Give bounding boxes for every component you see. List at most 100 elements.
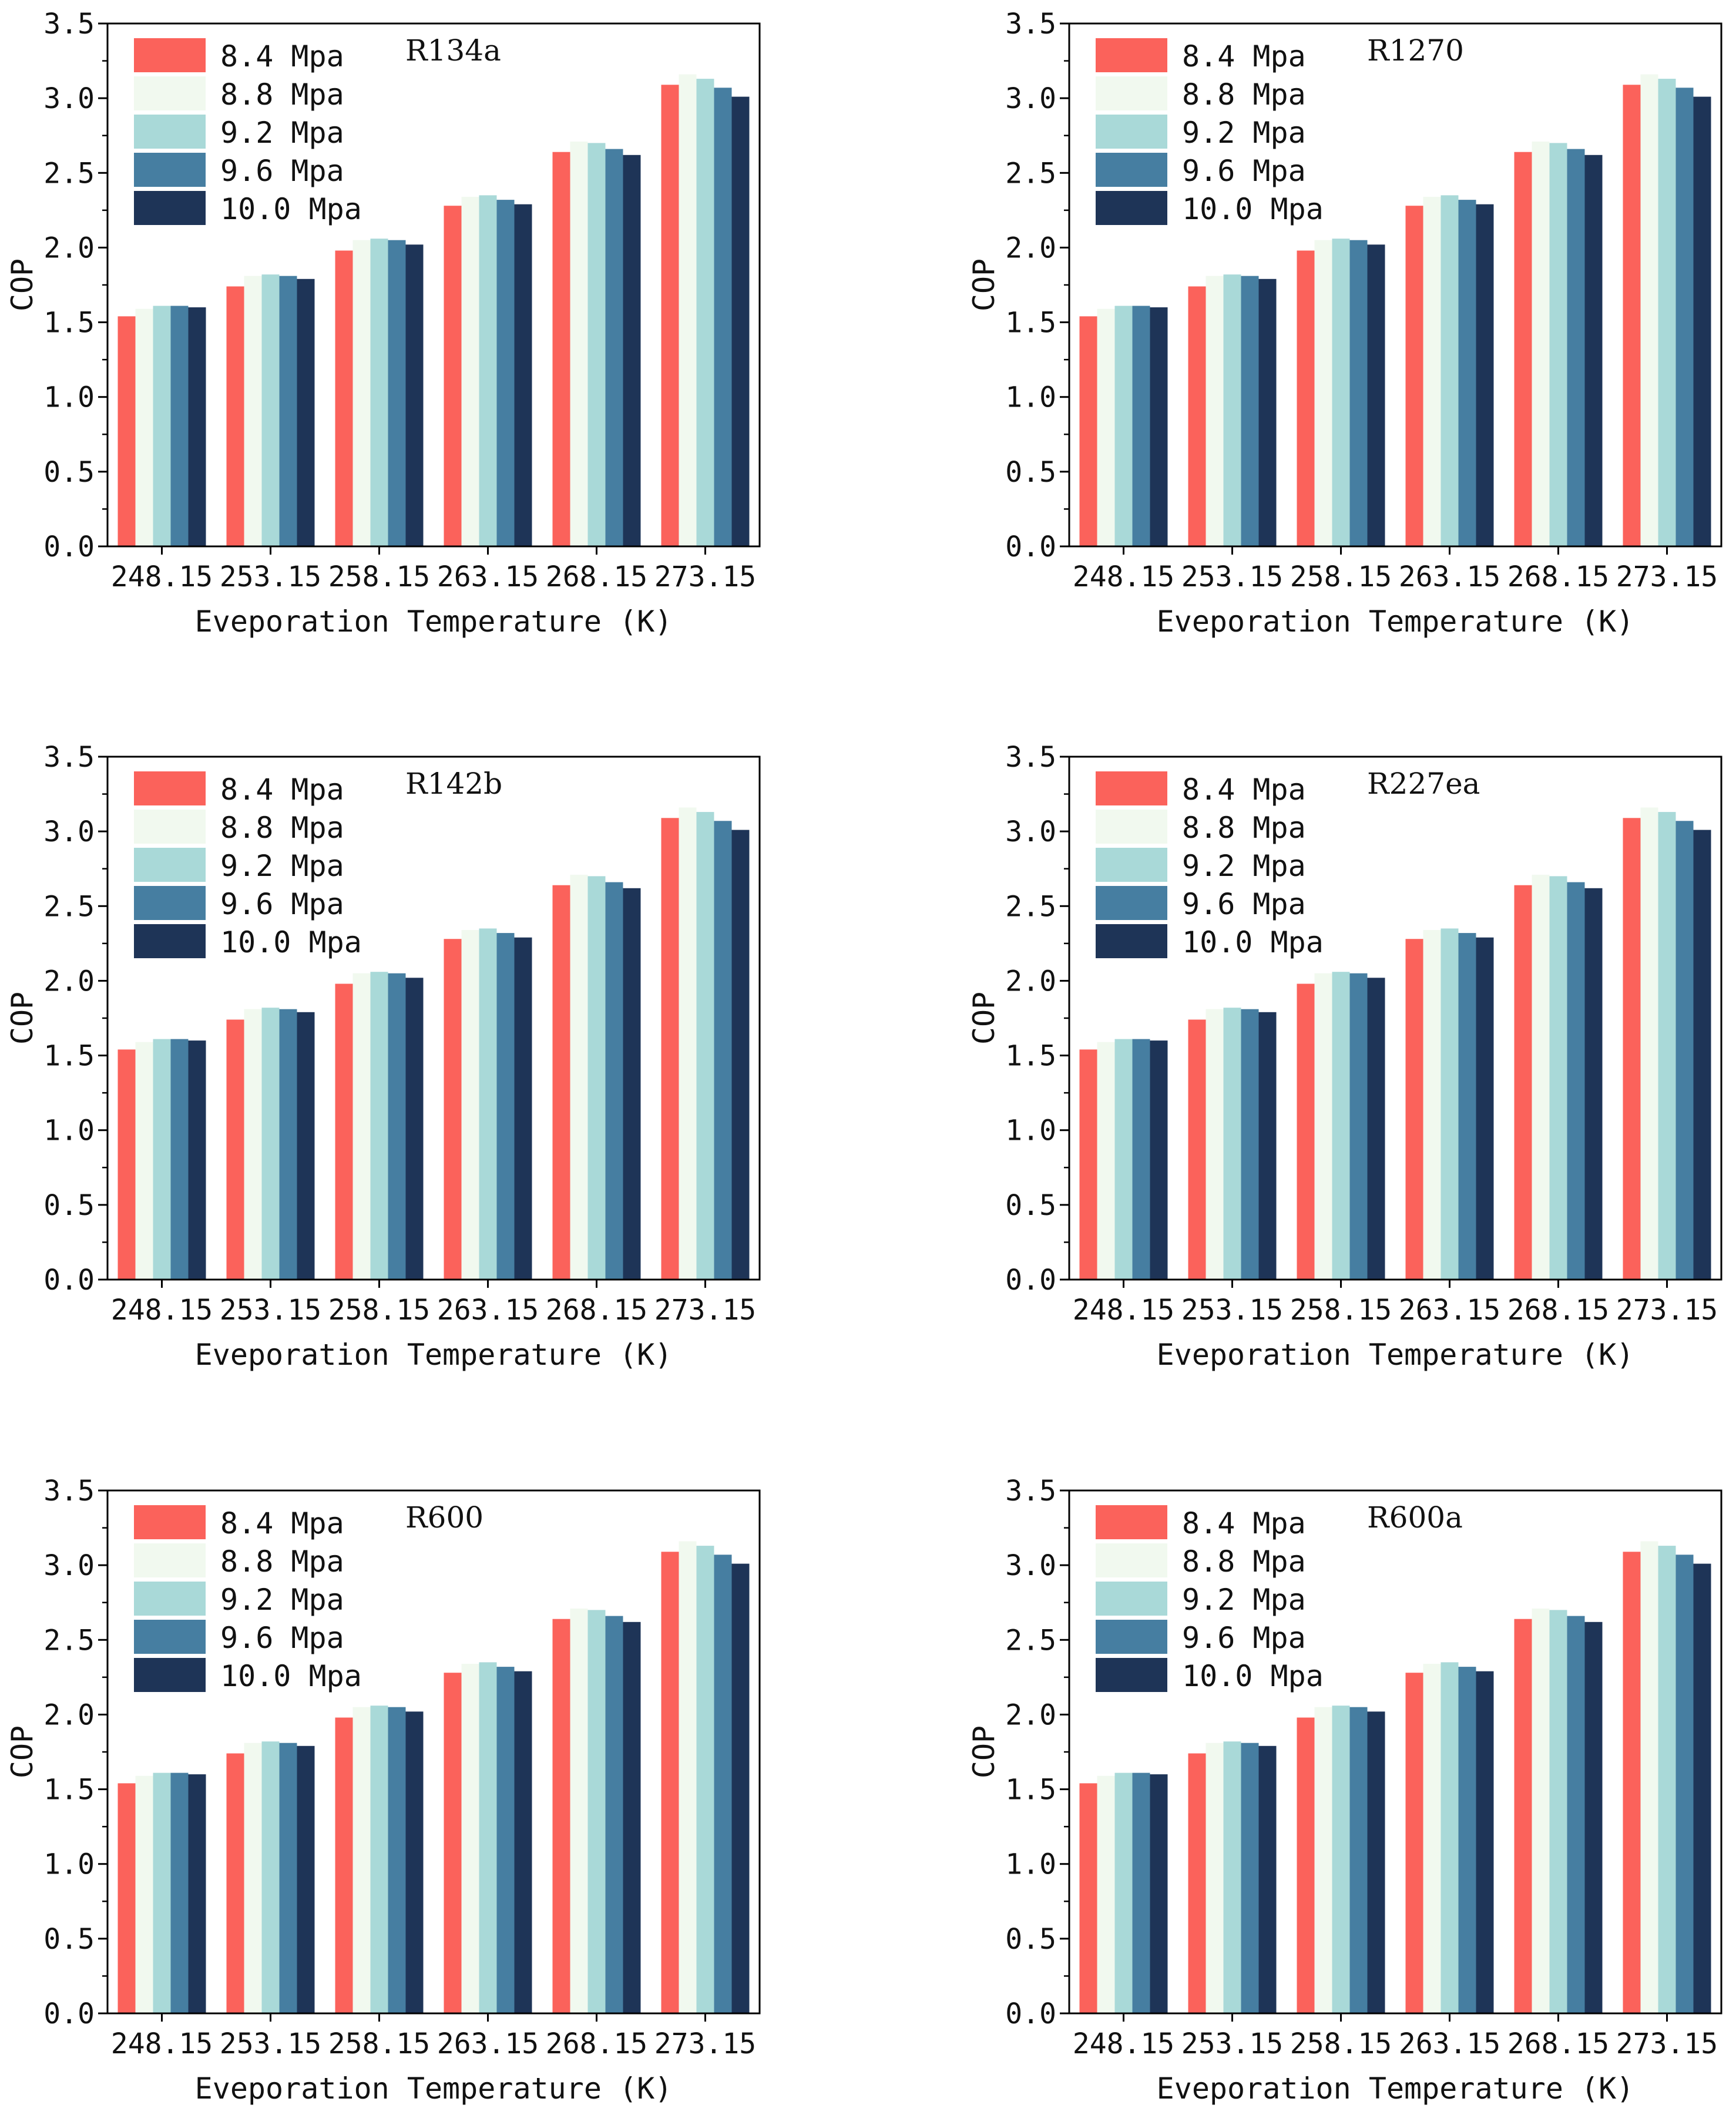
x-tick-label: 273.15 [654, 2027, 756, 2060]
bar-88Mpa-253-15 [1206, 1009, 1224, 1280]
y-tick-label: 2.0 [1005, 1698, 1056, 1731]
bar-88Mpa-263-15 [1423, 197, 1441, 546]
y-axis-title: COP [5, 258, 39, 311]
bar-100Mpa-263-15 [1476, 1671, 1494, 2013]
y-tick-label: 0.5 [1005, 1189, 1056, 1222]
legend-label: 10.0 Mpa [220, 925, 362, 959]
bar-96Mpa-268-15 [605, 1616, 623, 2013]
legend-swatch-88Mpa [134, 76, 206, 110]
bar-92Mpa-253-15 [261, 1741, 280, 2013]
bar-100Mpa-258-15 [1367, 978, 1385, 1280]
x-tick-label: 253.15 [220, 1294, 321, 1327]
y-tick-label: 0.5 [43, 456, 95, 489]
bar-92Mpa-268-15 [1549, 143, 1567, 546]
y-tick-label: 3.5 [43, 8, 95, 41]
legend-swatch-100Mpa [1096, 191, 1167, 225]
bar-88Mpa-263-15 [461, 1664, 479, 2013]
bar-88Mpa-273-15 [1640, 807, 1658, 1280]
bar-100Mpa-253-15 [297, 1745, 315, 2013]
legend-swatch-92Mpa [134, 848, 206, 882]
bar-96Mpa-268-15 [605, 882, 623, 1280]
bar-96Mpa-263-15 [496, 933, 515, 1280]
bar-92Mpa-268-15 [1549, 1610, 1567, 2013]
x-tick-label: 258.15 [1290, 2027, 1392, 2060]
y-tick-label: 3.0 [1005, 82, 1056, 115]
bar-88Mpa-263-15 [1423, 930, 1441, 1280]
bar-96Mpa-273-15 [714, 821, 732, 1280]
bar-100Mpa-268-15 [623, 888, 641, 1280]
bar-84Mpa-253-15 [1188, 1753, 1206, 2013]
bar-100Mpa-273-15 [1693, 830, 1711, 1280]
bar-100Mpa-268-15 [1584, 155, 1603, 546]
bar-84Mpa-263-15 [1405, 206, 1423, 546]
legend-label: 9.2 Mpa [220, 849, 344, 883]
bar-100Mpa-253-15 [297, 278, 315, 546]
legend-swatch-84Mpa [134, 1505, 206, 1539]
x-tick-label: 253.15 [220, 560, 321, 593]
bar-92Mpa-258-15 [370, 1706, 388, 2013]
bar-84Mpa-263-15 [444, 206, 462, 546]
bar-84Mpa-248-15 [1079, 1783, 1097, 2013]
y-tick-label: 2.5 [1005, 157, 1056, 190]
legend-label: 9.2 Mpa [1182, 1583, 1306, 1617]
bar-92Mpa-258-15 [370, 972, 388, 1280]
bar-84Mpa-258-15 [335, 983, 353, 1280]
bar-84Mpa-263-15 [444, 939, 462, 1280]
bar-88Mpa-268-15 [1532, 141, 1550, 546]
x-axis-title: Eveporation Temperature (K) [195, 605, 673, 639]
bar-84Mpa-258-15 [1297, 1717, 1315, 2013]
bar-88Mpa-258-15 [352, 973, 371, 1280]
legend-swatch-96Mpa [134, 886, 206, 920]
bar-84Mpa-253-15 [226, 1019, 244, 1280]
y-tick-label: 3.5 [43, 1475, 95, 1508]
legend-swatch-92Mpa [134, 1582, 206, 1616]
legend-label: 8.4 Mpa [220, 773, 344, 807]
bar-96Mpa-248-15 [170, 306, 189, 546]
y-axis-title: COP [5, 992, 39, 1045]
bar-88Mpa-268-15 [1532, 874, 1550, 1280]
bar-92Mpa-273-15 [696, 1546, 714, 2013]
bar-96Mpa-258-15 [388, 240, 406, 546]
bar-100Mpa-263-15 [1476, 937, 1494, 1280]
y-tick-label: 3.5 [1005, 1475, 1056, 1508]
bar-100Mpa-258-15 [405, 244, 424, 546]
x-tick-label: 258.15 [328, 1294, 430, 1327]
x-tick-label: 268.15 [546, 560, 647, 593]
bar-92Mpa-258-15 [370, 239, 388, 546]
x-tick-label: 263.15 [437, 2027, 539, 2060]
legend-swatch-100Mpa [134, 191, 206, 225]
y-tick-label: 2.0 [1005, 231, 1056, 264]
y-tick-label: 1.5 [43, 1040, 95, 1073]
y-tick-label: 3.0 [43, 82, 95, 115]
bar-96Mpa-273-15 [1675, 88, 1694, 547]
bar-92Mpa-248-15 [153, 1039, 171, 1280]
bar-96Mpa-253-15 [1241, 1009, 1259, 1280]
bar-100Mpa-273-15 [1693, 96, 1711, 547]
panel-title: R1270 [1367, 33, 1464, 68]
y-axis-title: COP [967, 992, 1001, 1045]
bar-96Mpa-268-15 [1567, 882, 1585, 1280]
y-tick-label: 1.0 [1005, 1114, 1056, 1147]
bar-96Mpa-258-15 [1349, 1707, 1368, 2013]
x-tick-label: 258.15 [328, 560, 430, 593]
bar-88Mpa-258-15 [1314, 240, 1332, 546]
y-tick-label: 0.0 [1005, 1264, 1056, 1297]
bar-92Mpa-253-15 [1223, 274, 1241, 546]
legend-swatch-88Mpa [1096, 1543, 1167, 1577]
bar-100Mpa-253-15 [1258, 1745, 1277, 2013]
legend-label: 9.6 Mpa [220, 154, 344, 188]
bar-96Mpa-253-15 [279, 1009, 297, 1280]
chart-panel-r142b: 0.0 0.5 1.0 1.5 2.0 2.5 3.0 3.5 248.15 253.15 258.… [5, 741, 761, 1372]
bar-96Mpa-268-15 [1567, 1616, 1585, 2013]
bar-84Mpa-248-15 [117, 1049, 136, 1280]
bar-88Mpa-253-15 [244, 1743, 262, 2013]
bar-96Mpa-248-15 [1132, 1772, 1150, 2013]
y-tick-label: 1.5 [1005, 1774, 1056, 1807]
y-tick-label: 2.5 [1005, 890, 1056, 923]
bar-84Mpa-248-15 [117, 1783, 136, 2013]
bar-96Mpa-248-15 [1132, 306, 1150, 546]
bar-84Mpa-263-15 [444, 1673, 462, 2013]
legend-swatch-100Mpa [134, 924, 206, 958]
legend-swatch-88Mpa [1096, 810, 1167, 844]
legend-label: 8.8 Mpa [1182, 1545, 1306, 1579]
